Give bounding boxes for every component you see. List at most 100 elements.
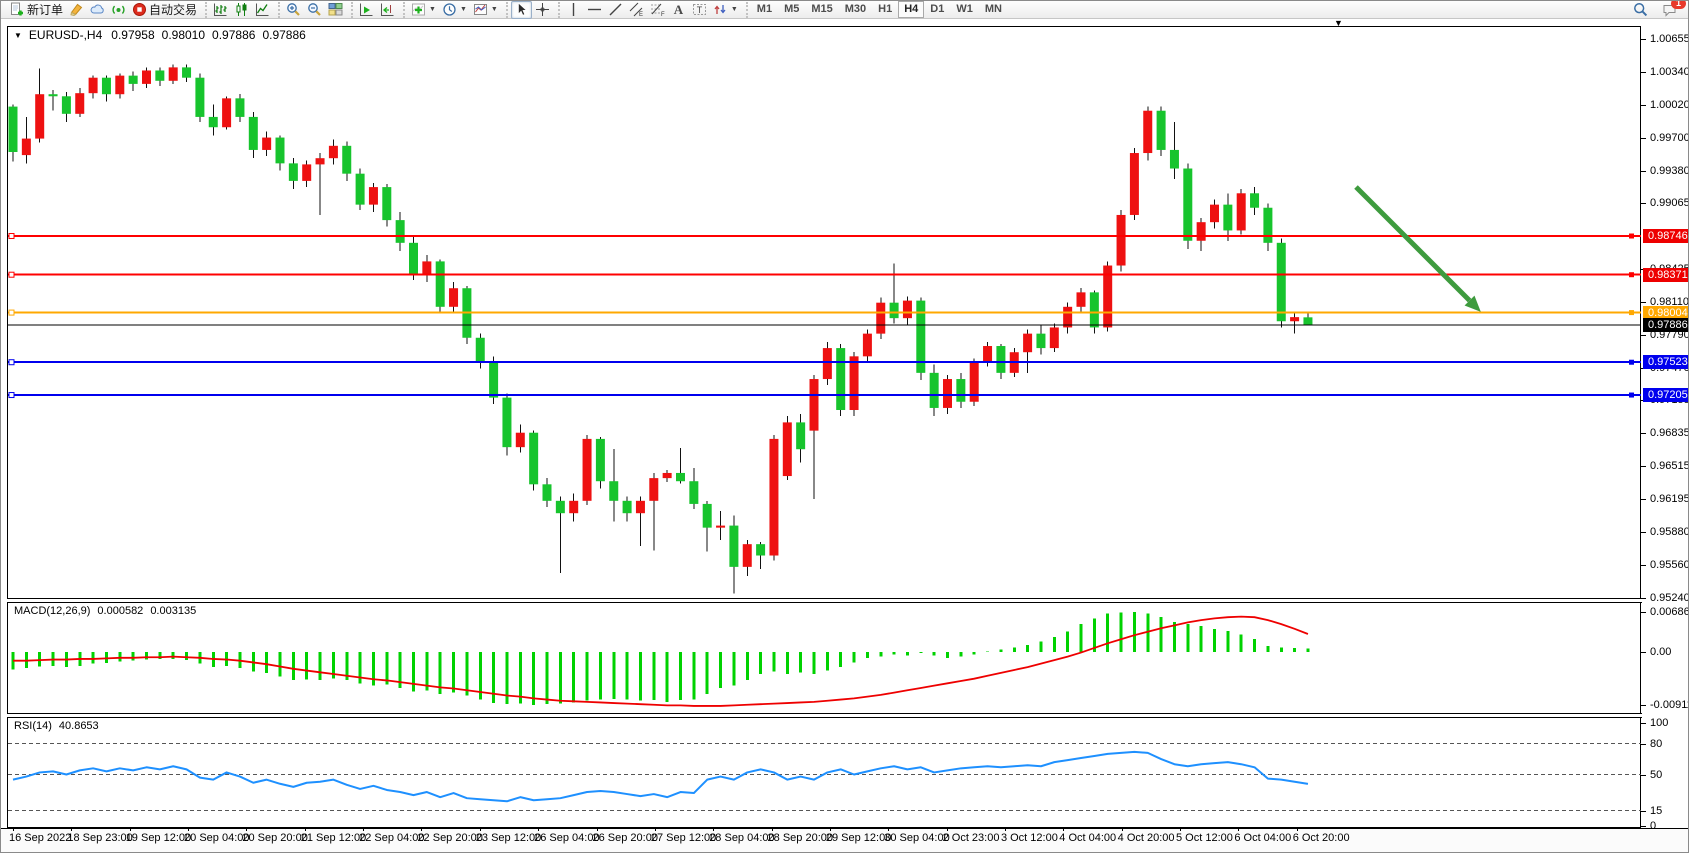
search-icon	[1633, 2, 1648, 17]
price-badge-0.98371: 0.98371	[1643, 267, 1688, 282]
notifications-button[interactable]: 1	[1659, 1, 1686, 19]
marker-button[interactable]	[66, 1, 87, 19]
rsi-tick-label: 15	[1650, 804, 1663, 817]
templates-button[interactable]: ▼	[470, 1, 501, 19]
time-axis-label: 6 Oct 04:00	[1234, 832, 1292, 844]
time-axis-label: 4 Oct 20:00	[1117, 832, 1175, 844]
time-axis-label: 3 Oct 12:00	[1000, 832, 1058, 844]
signals-button[interactable]	[108, 1, 129, 19]
time-axis-label: 16 Sep 2022	[9, 832, 72, 844]
chart-shift-marker-icon[interactable]: ▼	[1334, 18, 1343, 28]
macd-indicator-label: MACD(12,26,9) 0.000582 0.003135	[14, 605, 196, 617]
chart-shift-button[interactable]	[377, 1, 398, 19]
chevron-down-icon[interactable]: ▼	[730, 6, 738, 13]
crosshair-button[interactable]	[532, 1, 553, 19]
periods-button[interactable]: ▼	[439, 1, 470, 19]
rsi-tick	[1641, 826, 1646, 827]
timeframe-M15[interactable]: M15	[811, 3, 833, 15]
timeframe-H1[interactable]: H1	[878, 3, 893, 15]
zoom-in-icon	[286, 2, 301, 17]
search-button[interactable]	[1630, 1, 1651, 19]
macd-panel-canvas[interactable]	[8, 602, 1641, 713]
chart-title: ▼ EURUSD-,H4 0.97958 0.98010 0.97886 0.9…	[14, 28, 306, 42]
main-chart-canvas[interactable]	[8, 27, 1641, 602]
svg-text:T: T	[697, 5, 703, 15]
time-tick	[654, 828, 656, 831]
price-tick	[1641, 104, 1646, 106]
chevron-down-icon[interactable]: ▼	[459, 6, 467, 13]
svg-text:F: F	[661, 12, 665, 17]
price-tick	[1641, 203, 1646, 205]
horizontal-line-button[interactable]	[584, 1, 605, 19]
time-tick	[946, 828, 948, 831]
time-tick	[129, 828, 131, 831]
timeframe-M5[interactable]: M5	[784, 3, 800, 15]
toolbar-group-trade: 新订单 自动交易	[4, 2, 203, 18]
auto-scroll-icon	[359, 2, 374, 17]
crosshair-icon	[535, 2, 550, 17]
timeframe-M1[interactable]: M1	[756, 3, 773, 15]
chart-title-collapse-icon[interactable]: ▼	[14, 30, 22, 40]
price-tick	[1641, 39, 1646, 40]
candlestick-button[interactable]	[231, 1, 252, 19]
indicators-button[interactable]: ▼	[408, 1, 439, 19]
tile-windows-button[interactable]	[325, 1, 346, 19]
text-label-button[interactable]: T	[689, 1, 710, 19]
timeframe-M30[interactable]: M30	[844, 3, 867, 15]
trendline-button[interactable]	[605, 1, 626, 19]
timeframe-H4[interactable]: H4	[898, 1, 925, 18]
macd-panel-separator[interactable]	[7, 598, 1642, 603]
time-axis-label: 20 Sep 04:00	[184, 832, 250, 844]
channel-button[interactable]: E	[626, 1, 647, 19]
chevron-down-icon[interactable]: ▼	[490, 6, 498, 13]
time-axis-label: 26 Sep 04:00	[534, 832, 600, 844]
bar-chart-button[interactable]	[210, 1, 231, 19]
price-tick-label: 0.96835	[1650, 427, 1689, 440]
line-chart-button[interactable]	[252, 1, 273, 19]
line-chart-icon	[255, 2, 270, 17]
macd-tick	[1641, 704, 1646, 706]
time-tick	[771, 828, 773, 831]
new-order-button[interactable]: 新订单	[7, 1, 66, 19]
time-axis-label: 27 Sep 12:00	[650, 832, 717, 844]
indicators-icon	[411, 2, 426, 17]
publish-chart-button[interactable]	[87, 1, 108, 19]
text-button[interactable]: A	[668, 1, 689, 19]
rsi-tick-label: 100	[1650, 717, 1669, 729]
zoom-in-button[interactable]	[283, 1, 304, 19]
rsi-axis: 100 80 50 15 0	[1641, 717, 1688, 832]
auto-trading-button[interactable]: 自动交易	[129, 1, 200, 19]
rsi-panel-separator[interactable]	[7, 713, 1642, 718]
time-axis-label: 22 Sep 20:00	[417, 832, 483, 844]
trend-arrow[interactable]	[1354, 185, 1481, 312]
horizontal-line-0.98371[interactable]	[8, 271, 1641, 278]
fibonacci-button[interactable]: F	[647, 1, 668, 19]
toolbar-group-timeframes: M1 M5 M15 M30 H1 H4 D1 W1 MN	[745, 1, 1011, 18]
arrows-button[interactable]: ▼	[710, 1, 741, 19]
horizontal-line-0.97523[interactable]	[8, 359, 1641, 366]
auto-scroll-button[interactable]	[356, 1, 377, 19]
chevron-down-icon[interactable]: ▼	[429, 6, 436, 13]
price-tick-label: 0.95560	[1650, 558, 1689, 571]
time-axis-label: 28 Sep 04:00	[709, 832, 775, 844]
horizontal-line-0.98746[interactable]	[8, 233, 1641, 240]
timeframe-MN[interactable]: MN	[984, 3, 1002, 15]
vertical-line-button[interactable]	[563, 1, 584, 19]
macd-axis: 0.006868 0.00 -0.009114	[1641, 602, 1688, 713]
time-tick	[1121, 828, 1123, 831]
ohlc-close: 0.97886	[262, 28, 306, 42]
price-badge-0.98746: 0.98746	[1643, 229, 1688, 243]
timeframe-W1[interactable]: W1	[956, 3, 973, 15]
horizontal-line-0.98004[interactable]	[8, 309, 1641, 316]
auto-trading-button-label: 自动交易	[149, 3, 198, 17]
rsi-tick	[1641, 810, 1646, 812]
zoom-out-button[interactable]	[304, 1, 325, 19]
timeframe-D1[interactable]: D1	[930, 3, 945, 15]
horizontal-line-0.97205[interactable]	[8, 392, 1641, 399]
rsi-panel-canvas[interactable]	[8, 717, 1641, 828]
tile-windows-icon	[328, 2, 343, 17]
cursor-button[interactable]	[510, 1, 532, 19]
macd-tick-label: -0.009114	[1650, 698, 1688, 711]
svg-text:A: A	[674, 2, 684, 17]
